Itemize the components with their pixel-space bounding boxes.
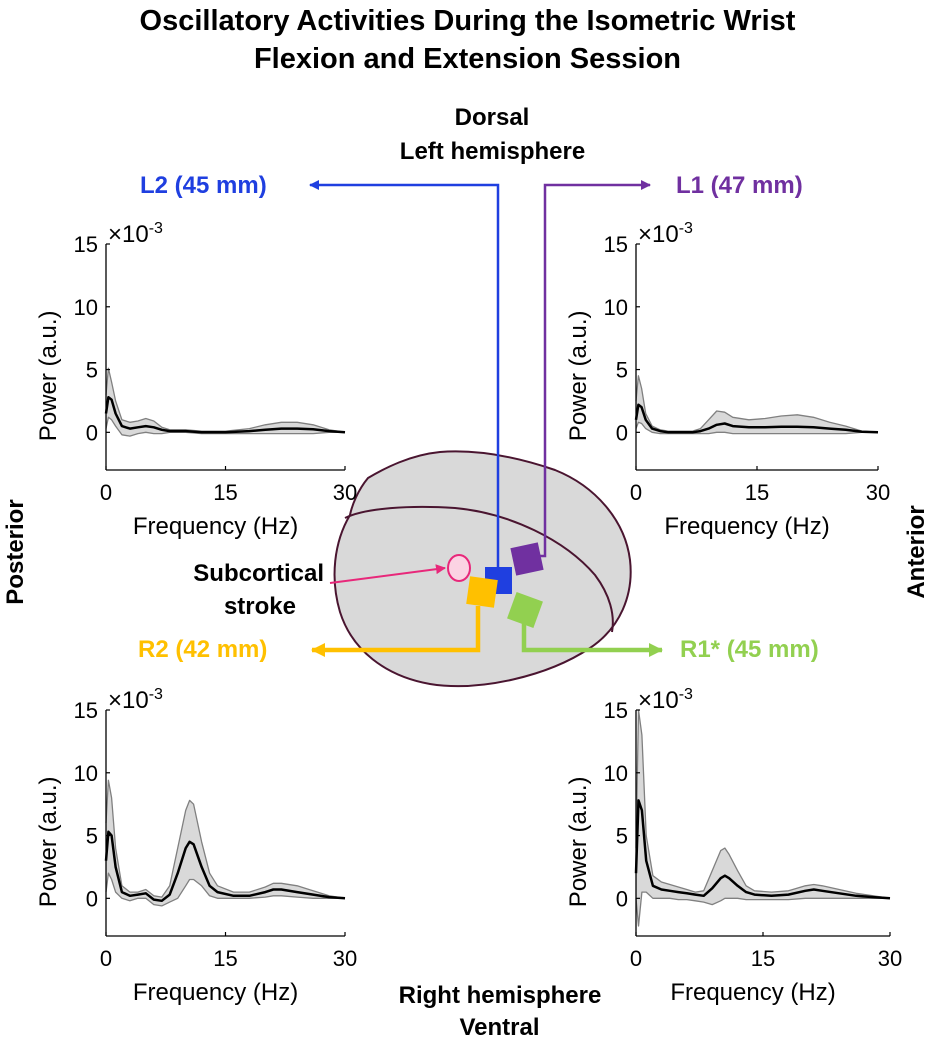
y-tick-label: 5 xyxy=(86,358,98,383)
lower-bound-line-L1 xyxy=(635,421,878,435)
y-tick-label: 10 xyxy=(604,761,628,786)
brain-fold-line xyxy=(344,505,614,633)
chart-R2: 0 5 10 15 0 15 30 ×10-3 Frequency (Hz) Power (a.u… xyxy=(35,686,357,1006)
mean-line-R2 xyxy=(104,830,346,903)
right-hemisphere-label: Right hemisphere xyxy=(398,982,602,1009)
confidence-band-R1 xyxy=(636,710,890,926)
x-tick-label: 15 xyxy=(213,480,237,505)
ventral-label: Ventral xyxy=(459,1014,540,1041)
electrode-R1 xyxy=(507,592,543,628)
y-multiplier-R1: ×10-3 xyxy=(638,686,693,714)
x-tick-label: 15 xyxy=(213,946,237,971)
x-tick-label: 0 xyxy=(100,946,112,971)
confidence-band-R2 xyxy=(106,780,345,906)
title-line-2: Flexion and Extension Session xyxy=(253,43,682,75)
y-axis-label-L1: Power (a.u.) xyxy=(565,310,592,441)
chart-L2: 0 5 10 15 0 15 30 ×10-3 Frequency (Hz) Power (a.u… xyxy=(35,220,357,540)
chart-L1: 0 5 10 15 0 15 30 ×10-3 Frequency (Hz) Power (a.u… xyxy=(565,220,890,540)
y-axis-label-L2: Power (a.u.) xyxy=(35,310,62,441)
y-tick-label: 5 xyxy=(616,358,628,383)
x-axis-label-L2: Frequency (Hz) xyxy=(133,513,298,540)
x-tick-label: 30 xyxy=(333,946,357,971)
connector-R1 xyxy=(521,620,663,657)
y-tick-label: 5 xyxy=(616,824,628,849)
x-axis-label-R2: Frequency (Hz) xyxy=(133,979,298,1006)
x-axis-label-L1: Frequency (Hz) xyxy=(664,513,829,540)
spectra-charts: 0 5 10 15 0 15 30 ×10-3 Frequency (Hz) Power (a.u… xyxy=(35,220,902,1006)
y-tick-label: 10 xyxy=(604,295,628,320)
stroke-label-line-2: stroke xyxy=(223,593,296,620)
y-multiplier-L1: ×10-3 xyxy=(638,220,693,248)
y-multiplier-L2: ×10-3 xyxy=(108,220,163,248)
mean-line-L1 xyxy=(634,403,879,434)
y-multiplier-R2: ×10-3 xyxy=(108,686,163,714)
y-tick-label: 0 xyxy=(616,886,628,911)
x-axis-label-R1: Frequency (Hz) xyxy=(670,979,835,1006)
mean-line-L2 xyxy=(104,395,346,434)
stroke-label-line-1: Subcortical xyxy=(193,560,324,587)
lower-bound-line-R1 xyxy=(635,891,890,927)
figure-title: Oscillatory Activities During the Isomet… xyxy=(0,2,935,78)
upper-bound-line-R2 xyxy=(105,779,346,899)
y-axis-label-R2: Power (a.u.) xyxy=(35,776,62,907)
y-tick-label: 0 xyxy=(86,420,98,445)
y-axis-label-R1: Power (a.u.) xyxy=(565,776,592,907)
stroke-pointer-arrow xyxy=(329,564,446,584)
electrode-L1 xyxy=(510,542,544,576)
x-tick-label: 30 xyxy=(878,946,902,971)
x-tick-label: 0 xyxy=(630,946,642,971)
y-tick-label: 15 xyxy=(74,232,98,257)
y-tick-label: 10 xyxy=(74,761,98,786)
x-tick-label: 0 xyxy=(630,480,642,505)
connector-L2 xyxy=(309,180,500,568)
mean-line-R1 xyxy=(634,799,891,900)
upper-bound-line-L2 xyxy=(105,367,346,433)
y-tick-label: 15 xyxy=(74,698,98,723)
y-tick-label: 15 xyxy=(604,232,628,257)
chart-R1: 0 5 10 15 0 15 30 ×10-3 Frequency (Hz) Power (a.u… xyxy=(565,686,902,1006)
x-tick-label: 15 xyxy=(751,946,775,971)
x-tick-label: 15 xyxy=(745,480,769,505)
x-tick-label: 30 xyxy=(866,480,890,505)
y-tick-label: 15 xyxy=(604,698,628,723)
label-R1: R1* (45 mm) xyxy=(680,636,819,663)
label-L1: L1 (47 mm) xyxy=(676,172,803,199)
y-tick-label: 10 xyxy=(74,295,98,320)
upper-bound-line-L1 xyxy=(635,375,879,433)
label-R2: R2 (42 mm) xyxy=(138,636,268,663)
x-tick-label: 30 xyxy=(333,480,357,505)
stroke-lesion xyxy=(447,554,471,582)
electrode-R2 xyxy=(466,576,498,608)
x-tick-label: 0 xyxy=(100,480,112,505)
y-tick-label: 5 xyxy=(86,824,98,849)
upper-bound-line-R1 xyxy=(635,709,891,899)
y-tick-label: 0 xyxy=(616,420,628,445)
y-tick-label: 0 xyxy=(86,886,98,911)
lower-bound-line-R2 xyxy=(105,872,345,907)
connector-R2 xyxy=(311,606,481,657)
title-line-1: Oscillatory Activities During the Isomet… xyxy=(139,5,796,37)
dorsal-label: Dorsal xyxy=(454,104,530,131)
connector-L1 xyxy=(530,180,651,558)
label-L2: L2 (45 mm) xyxy=(140,172,267,199)
left-hemisphere-label: Left hemisphere xyxy=(399,138,586,165)
